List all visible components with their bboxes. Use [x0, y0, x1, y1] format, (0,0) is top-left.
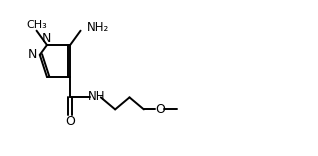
- Text: O: O: [65, 115, 75, 128]
- Text: NH₂: NH₂: [87, 21, 109, 34]
- Text: N: N: [28, 48, 37, 61]
- Text: CH₃: CH₃: [26, 20, 47, 29]
- Text: NH: NH: [88, 90, 105, 103]
- Text: N: N: [42, 32, 51, 45]
- Text: O: O: [155, 103, 165, 116]
